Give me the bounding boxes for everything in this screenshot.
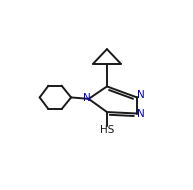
Text: N: N bbox=[137, 90, 145, 100]
Text: N: N bbox=[137, 109, 145, 119]
Text: HS: HS bbox=[100, 125, 114, 135]
Text: N: N bbox=[83, 93, 91, 103]
